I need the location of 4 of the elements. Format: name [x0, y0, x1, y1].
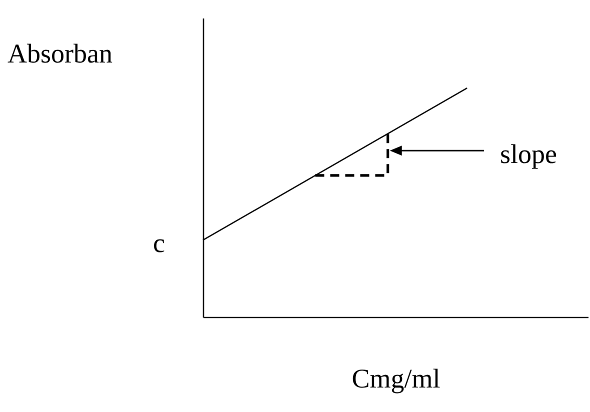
x-axis-title: Cmg/ml	[352, 364, 440, 394]
annotation: slope	[500, 138, 558, 169]
text: c	[153, 228, 166, 258]
y-axis-title: Absorban	[8, 38, 113, 68]
